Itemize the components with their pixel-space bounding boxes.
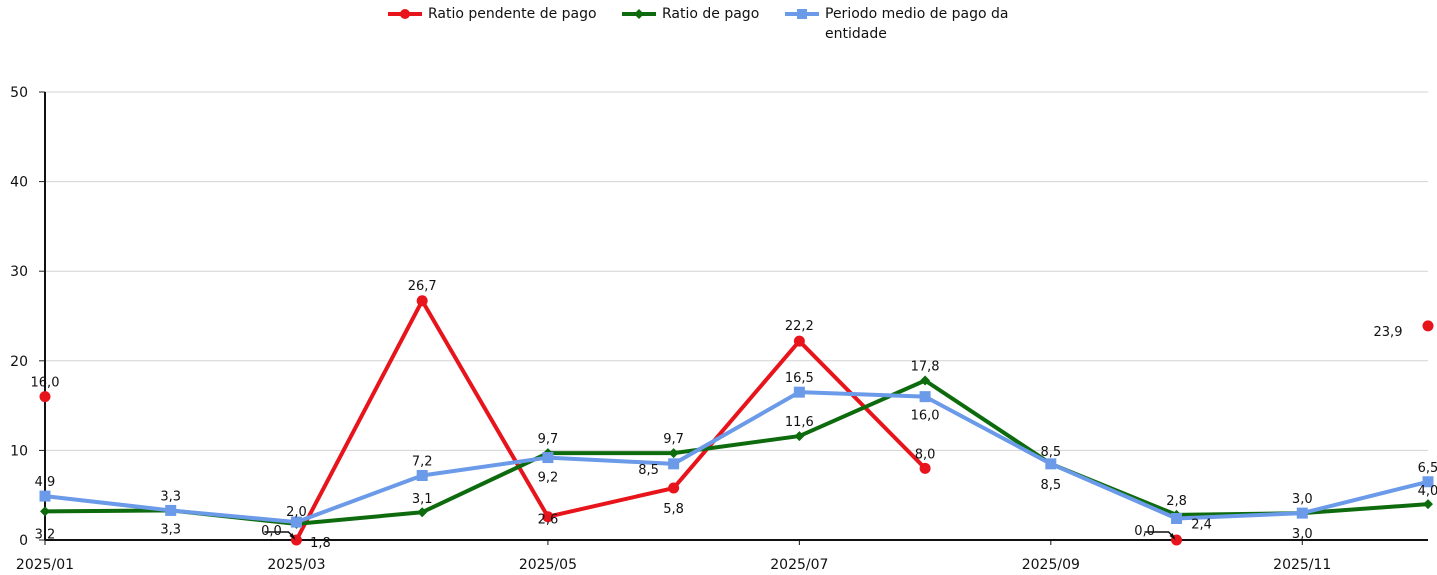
data-label: 2,6 [538,513,559,528]
legend-label: Ratio pendente de pago [428,6,597,22]
data-label: 5,8 [663,502,684,517]
data-point [290,516,302,528]
data-point [919,391,931,403]
data-label: 22,2 [785,319,814,334]
data-label: 0,0 [261,524,282,539]
callout-arrowhead [1169,533,1176,540]
data-point [794,431,805,442]
data-point [919,462,931,474]
x-tick-label: 2025/11 [1273,557,1331,573]
data-point [920,375,931,386]
series-line [44,378,1429,526]
y-tick-label: 50 [10,85,28,101]
data-label: 2,4 [1191,517,1212,532]
data-point [793,335,805,347]
y-tick-label: 0 [19,533,28,549]
legend-swatch-circle-icon [388,9,422,19]
series-line [294,298,927,541]
data-label: 16,0 [911,409,940,424]
legend-label: Periodo medio de pago da entidade [825,6,1009,42]
data-label: 17,8 [911,360,940,375]
data-point [165,504,177,516]
x-tick-label: 2025/03 [267,557,325,573]
data-label: 3,2 [35,527,56,542]
data-point [542,511,554,523]
data-label: 8,5 [1040,478,1061,493]
legend-item-periodo-medio[interactable]: Periodo medio de pago da entidade [785,4,1045,44]
data-label: 2,8 [1166,494,1187,509]
data-label: 11,6 [785,415,814,430]
data-point [416,469,428,481]
data-label: 8,5 [638,463,659,478]
data-point [40,506,50,517]
data-label: 3,0 [1292,527,1313,542]
data-point [1423,499,1433,510]
data-label: 4,9 [35,475,56,490]
data-label: 23,9 [1374,325,1403,340]
data-label: 6,5 [1418,461,1437,476]
data-label: 2,0 [286,505,307,520]
data-label: 1,8 [310,536,331,551]
data-point [416,295,428,307]
y-tick-label: 40 [10,175,28,191]
data-point [1171,512,1183,524]
legend-swatch-diamond-icon [622,9,656,19]
data-point [39,490,51,502]
data-point [1422,476,1434,488]
y-tick-label: 30 [10,264,28,280]
data-label: 8,5 [1040,445,1061,460]
x-tick-label: 2025/05 [519,557,577,573]
data-point [668,482,680,494]
x-tick-label: 2025/01 [16,557,74,573]
y-tick-label: 20 [10,354,28,370]
data-label: 4,0 [1418,484,1437,499]
x-tick-label: 2025/07 [770,557,828,573]
data-label: 9,7 [538,432,559,447]
legend: Ratio pendente de pago Ratio de pago Per… [380,4,1080,54]
data-label: 16,0 [31,376,60,391]
legend-label: Ratio de pago [662,6,760,22]
legend-item-ratio-de-pago[interactable]: Ratio de pago [622,4,759,24]
y-tick-label: 10 [10,443,28,459]
data-point [1422,320,1434,332]
data-label: 7,2 [412,454,433,469]
data-point [668,448,679,459]
data-label: 0,0 [1134,524,1155,539]
data-point [417,507,428,518]
callout-arrowhead [289,533,296,540]
data-label: 3,3 [160,522,181,537]
data-label: 9,2 [538,471,559,486]
data-point [542,452,554,464]
data-label: 26,7 [408,279,437,294]
data-label: 3,0 [1292,492,1313,507]
data-label: 3,3 [160,489,181,504]
data-point [1296,507,1308,519]
legend-swatch-square-icon [785,9,819,19]
data-point [793,386,805,398]
legend-item-ratio-pendente[interactable]: Ratio pendente de pago [388,4,597,24]
series-line [44,390,1429,525]
data-point [39,391,51,403]
data-label: 8,0 [915,447,936,462]
x-tick-label: 2025/09 [1022,557,1080,573]
data-point [1045,458,1057,470]
data-point [668,458,680,470]
data-label: 3,1 [412,492,433,507]
data-label: 16,5 [785,371,814,386]
data-label: 9,7 [663,432,684,447]
